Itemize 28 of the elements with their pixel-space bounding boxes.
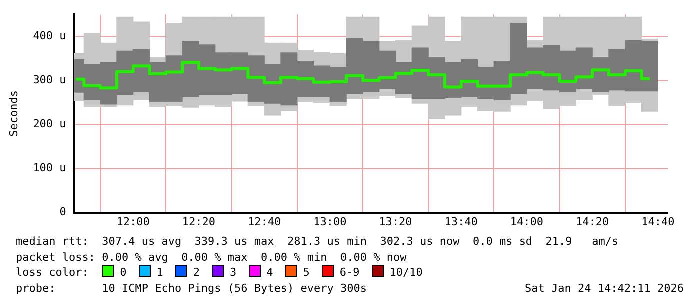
text: probe: 10 ICMP Echo Pings (56 Bytes) every 300s bbox=[16, 282, 367, 294]
text: loss color: bbox=[16, 266, 90, 279]
y-axis-title: Seconds bbox=[7, 90, 20, 137]
x-tick-label: 14:20 bbox=[576, 215, 610, 228]
x-tick-label: 12:40 bbox=[248, 215, 282, 228]
x-tick-label: 13:00 bbox=[314, 215, 347, 228]
text: 4 bbox=[266, 266, 274, 279]
y-tick-label: 100 u bbox=[33, 162, 66, 175]
text: median rtt: 307.4 us avg 339.3 us max 281.3 us min 302.3 us now 0.0 ms sd 21.9 am/s bbox=[16, 234, 620, 250]
text: 5 bbox=[303, 266, 310, 279]
x-tick-label: 13:20 bbox=[379, 215, 412, 228]
x-tick-label: 13:40 bbox=[444, 215, 478, 228]
y-tick-label: 400 u bbox=[33, 29, 66, 42]
text: Sat Jan 24 14:42:11 2026 bbox=[525, 280, 684, 296]
text: 0 bbox=[120, 266, 127, 279]
x-tick-label: 12:00 bbox=[116, 215, 150, 228]
text: 3 bbox=[230, 266, 237, 279]
y-tick-label: 300 u bbox=[33, 74, 66, 87]
x-tick-label: 14:40 bbox=[642, 215, 675, 228]
text: 6-9 bbox=[340, 266, 360, 279]
y-tick-label: 200 u bbox=[33, 118, 66, 131]
x-tick-label: 12:20 bbox=[182, 215, 216, 228]
text: packet loss: 0.00 % avg 0.00 % max 0.00 % min 0.00 % now bbox=[16, 250, 408, 265]
text: 10/10 bbox=[390, 266, 423, 279]
text: 2 bbox=[193, 266, 200, 279]
text: 1 bbox=[156, 266, 164, 279]
y-tick-label: 0 bbox=[60, 206, 66, 219]
x-tick-label: 14:00 bbox=[510, 215, 544, 228]
